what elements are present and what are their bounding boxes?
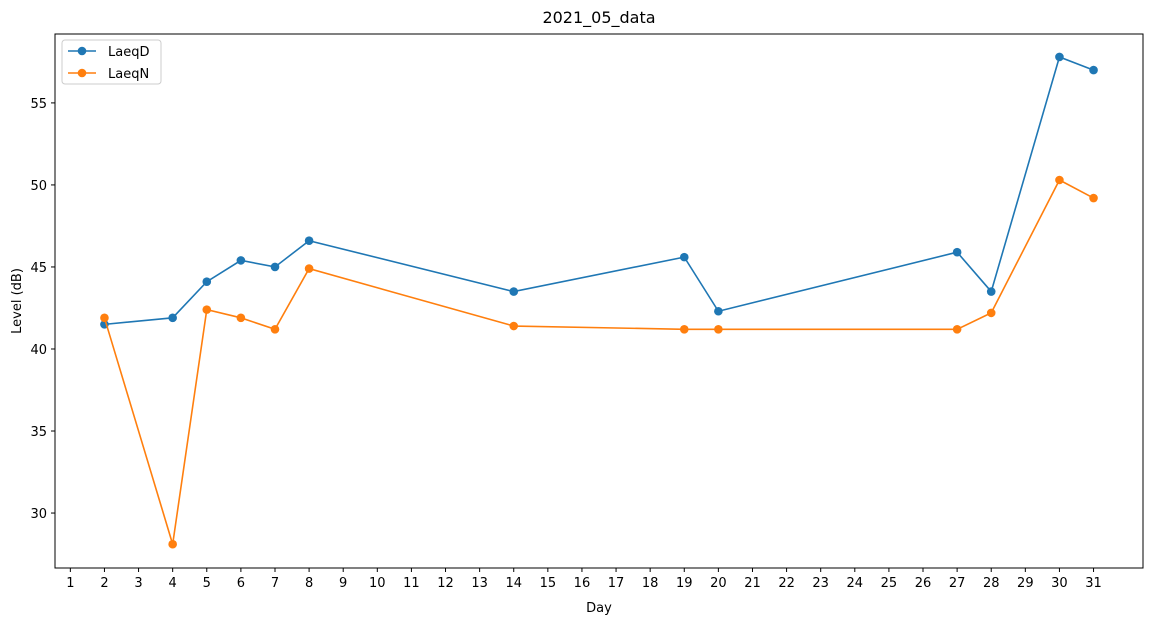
y-axis-label: Level (dB)	[10, 268, 25, 334]
legend-marker-laeqn	[77, 68, 87, 78]
x-axis: 1 2 3 4 5 6 7 8 9 10 11 12 13 14 15 16 17 18 19 20 21 22 23 24 2…	[66, 568, 1102, 591]
data-point-laeqd	[270, 262, 280, 272]
legend-label-laeqn: LaeqN	[108, 67, 149, 82]
data-point-laeqd	[202, 277, 212, 287]
data-point-laeqn	[1089, 193, 1098, 203]
data-point-laeqn	[509, 321, 519, 331]
data-point-laeqd	[679, 252, 689, 262]
x-tick-label: 16	[574, 576, 591, 591]
data-point-laeqd	[952, 247, 962, 257]
data-point-laeqn	[679, 324, 689, 334]
x-tick-label: 25	[881, 576, 898, 591]
legend-label-laeqd: LaeqD	[108, 45, 149, 60]
data-point-laeqn	[168, 539, 177, 549]
x-tick-label: 21	[744, 576, 761, 591]
x-tick-label: 26	[915, 576, 932, 591]
y-tick-label: 45	[30, 261, 47, 276]
chart-title: 2021_05_data	[542, 8, 655, 28]
x-tick-label: 4	[169, 576, 177, 591]
x-tick-label: 8	[305, 576, 313, 591]
x-tick-label: 20	[710, 576, 727, 591]
x-tick-label: 14	[505, 576, 522, 591]
plot-area	[100, 52, 1098, 549]
x-tick-label: 3	[134, 576, 142, 591]
x-tick-label: 9	[339, 576, 347, 591]
x-tick-label: 10	[369, 576, 386, 591]
x-tick-label: 19	[676, 576, 693, 591]
axes-frame	[54, 33, 1144, 569]
x-tick-label: 11	[403, 576, 420, 591]
data-point-laeqn	[270, 324, 280, 334]
x-tick-label: 31	[1085, 576, 1102, 591]
x-tick-label: 2	[100, 576, 108, 591]
legend-marker-laeqd	[77, 46, 87, 56]
x-tick-label: 29	[1017, 576, 1034, 591]
x-tick-label: 22	[778, 576, 795, 591]
data-point-laeqn	[1055, 175, 1064, 185]
series-line-laeqd	[104, 55, 1094, 326]
x-tick-label: 30	[1051, 576, 1068, 591]
x-tick-label: 17	[608, 576, 625, 591]
data-point-laeqd	[1089, 65, 1098, 75]
data-point-laeqd	[304, 236, 314, 246]
x-tick-label: 12	[437, 576, 454, 591]
data-point-laeqd	[986, 287, 996, 296]
y-tick-label: 30	[30, 507, 47, 522]
data-point-laeqd	[168, 313, 177, 323]
y-tick-label: 50	[30, 179, 47, 194]
data-point-laeqn	[714, 324, 723, 334]
y-tick-label: 35	[30, 425, 47, 440]
x-tick-label: 7	[271, 576, 279, 591]
data-point-laeqd	[509, 287, 519, 296]
x-tick-label: 13	[471, 576, 488, 591]
x-tick-label: 27	[949, 576, 966, 591]
legend: LaeqD LaeqN	[61, 39, 162, 85]
x-tick-label: 5	[203, 576, 211, 591]
x-tick-label: 24	[847, 576, 864, 591]
x-tick-label: 6	[237, 576, 245, 591]
x-tick-label: 15	[540, 576, 557, 591]
x-tick-label: 1	[66, 576, 74, 591]
series-line-laeqn	[103, 178, 1094, 545]
data-point-laeqn	[100, 313, 109, 323]
data-point-laeqd	[714, 306, 723, 316]
data-point-laeqn	[304, 264, 314, 273]
data-point-laeqd	[1055, 52, 1064, 62]
x-axis-label: Day	[586, 601, 612, 616]
data-point-laeqn	[236, 313, 246, 323]
data-point-laeqn	[952, 324, 962, 334]
data-point-laeqn	[202, 305, 212, 314]
data-point-laeqn	[986, 308, 996, 318]
x-tick-label: 28	[983, 576, 1000, 591]
x-tick-label: 18	[642, 576, 659, 591]
y-tick-label: 55	[30, 97, 47, 112]
data-point-laeqd	[236, 256, 246, 265]
x-tick-label: 23	[812, 576, 829, 591]
y-axis: 30 35 40 45 50 55	[30, 97, 55, 522]
y-tick-label: 40	[30, 343, 47, 358]
